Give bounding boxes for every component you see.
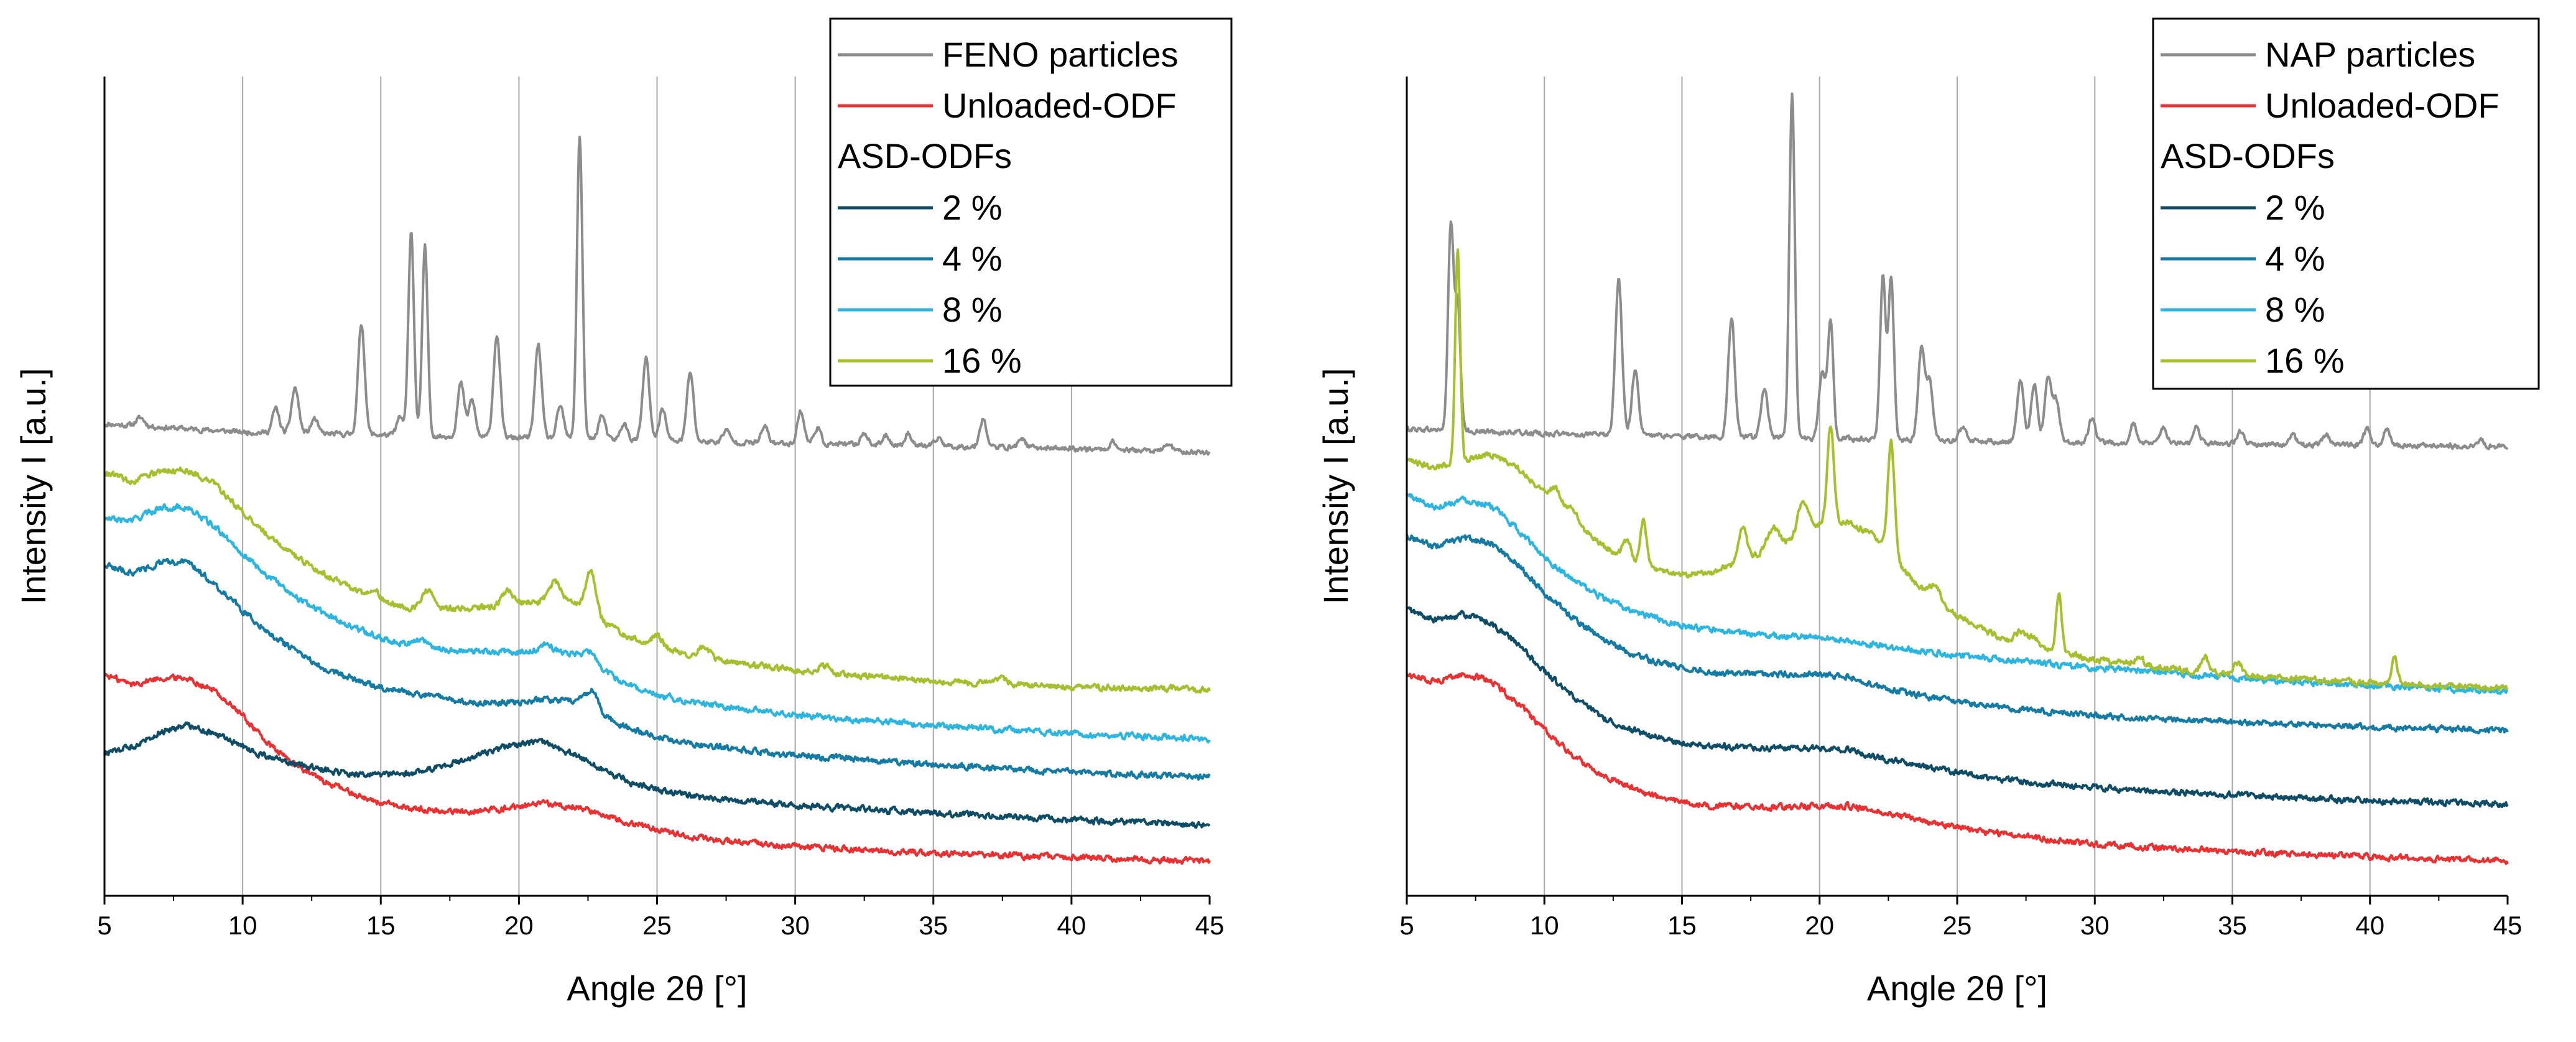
series-line-nap-particles bbox=[1406, 92, 2509, 450]
series-line-unloaded-odf bbox=[103, 672, 1211, 865]
series-line-2 bbox=[103, 721, 1211, 829]
x-tick-label: 5 bbox=[1399, 911, 1414, 940]
chart-feno: 5 10 15 20 25 30 35 40 45 Angle 2θ [°] Intensity I… bbox=[14, 17, 1233, 1008]
x-tick-label: 35 bbox=[919, 911, 948, 940]
series-line-feno-particles bbox=[104, 136, 1211, 456]
x-tick-label: 10 bbox=[228, 911, 257, 940]
chart-nap: 5 10 15 20 25 30 35 40 45 Angle 2θ [°] Intensity I… bbox=[1316, 17, 2540, 1008]
legend-label: Unloaded-ODF bbox=[2265, 86, 2500, 125]
legend-box bbox=[829, 17, 1233, 387]
legend-label: 4 % bbox=[942, 239, 1003, 278]
x-tick-label: 25 bbox=[1943, 911, 1972, 940]
x-tick-label: 15 bbox=[1667, 911, 1697, 940]
series-line-16 bbox=[103, 467, 1211, 694]
x-tick-label: 45 bbox=[1195, 911, 1225, 940]
x-tick-label: 5 bbox=[97, 911, 111, 940]
legend-group-label: ASD-ODFs bbox=[2161, 136, 2335, 175]
x-tick-label: 20 bbox=[504, 911, 534, 940]
x-axis-title: Angle 2θ [°] bbox=[1867, 969, 2047, 1008]
x-tick-label: 15 bbox=[366, 911, 396, 940]
legend-label: 8 % bbox=[942, 290, 1003, 329]
legend-group-label: ASD-ODFs bbox=[838, 136, 1012, 175]
x-tick-label: 30 bbox=[781, 911, 810, 940]
legend-box bbox=[2152, 17, 2540, 390]
series-line-unloaded-odf bbox=[1406, 672, 2509, 865]
x-tick-label: 40 bbox=[2355, 911, 2384, 940]
y-axis-title: Intensity I [a.u.] bbox=[14, 368, 53, 605]
x-tick-label: 40 bbox=[1057, 911, 1086, 940]
y-axis-title: Intensity I [a.u.] bbox=[1316, 368, 1355, 605]
legend: NAP particles Unloaded-ODF ASD-ODFs 2 % 4 % 8… bbox=[2152, 17, 2540, 390]
legend-label: FENO particles bbox=[942, 35, 1179, 74]
legend: FENO particles Unloaded-ODF ASD-ODFs 2 % 4 %… bbox=[829, 17, 1233, 387]
series-line-8 bbox=[103, 503, 1211, 743]
x-tick-label: 25 bbox=[642, 911, 672, 940]
legend-label: 16 % bbox=[2265, 341, 2345, 380]
series-line-16 bbox=[1406, 248, 2509, 692]
x-tick-label: 10 bbox=[1530, 911, 1559, 940]
x-tick-label: 45 bbox=[2493, 911, 2523, 940]
legend-label: 2 % bbox=[942, 188, 1003, 227]
x-tick-label: 20 bbox=[1805, 911, 1834, 940]
legend-label: 8 % bbox=[2265, 290, 2325, 329]
series-line-4 bbox=[103, 558, 1211, 781]
x-tick-label: 35 bbox=[2218, 911, 2247, 940]
legend-label: 2 % bbox=[2265, 188, 2325, 227]
legend-label: 4 % bbox=[2265, 239, 2325, 278]
legend-label: NAP particles bbox=[2265, 35, 2475, 74]
series-line-4 bbox=[1406, 534, 2509, 735]
x-axis-title: Angle 2θ [°] bbox=[567, 969, 747, 1008]
series-line-2 bbox=[1406, 606, 2509, 809]
legend-label: 16 % bbox=[942, 341, 1022, 380]
legend-label: Unloaded-ODF bbox=[942, 86, 1177, 125]
x-tick-label: 30 bbox=[2080, 911, 2110, 940]
